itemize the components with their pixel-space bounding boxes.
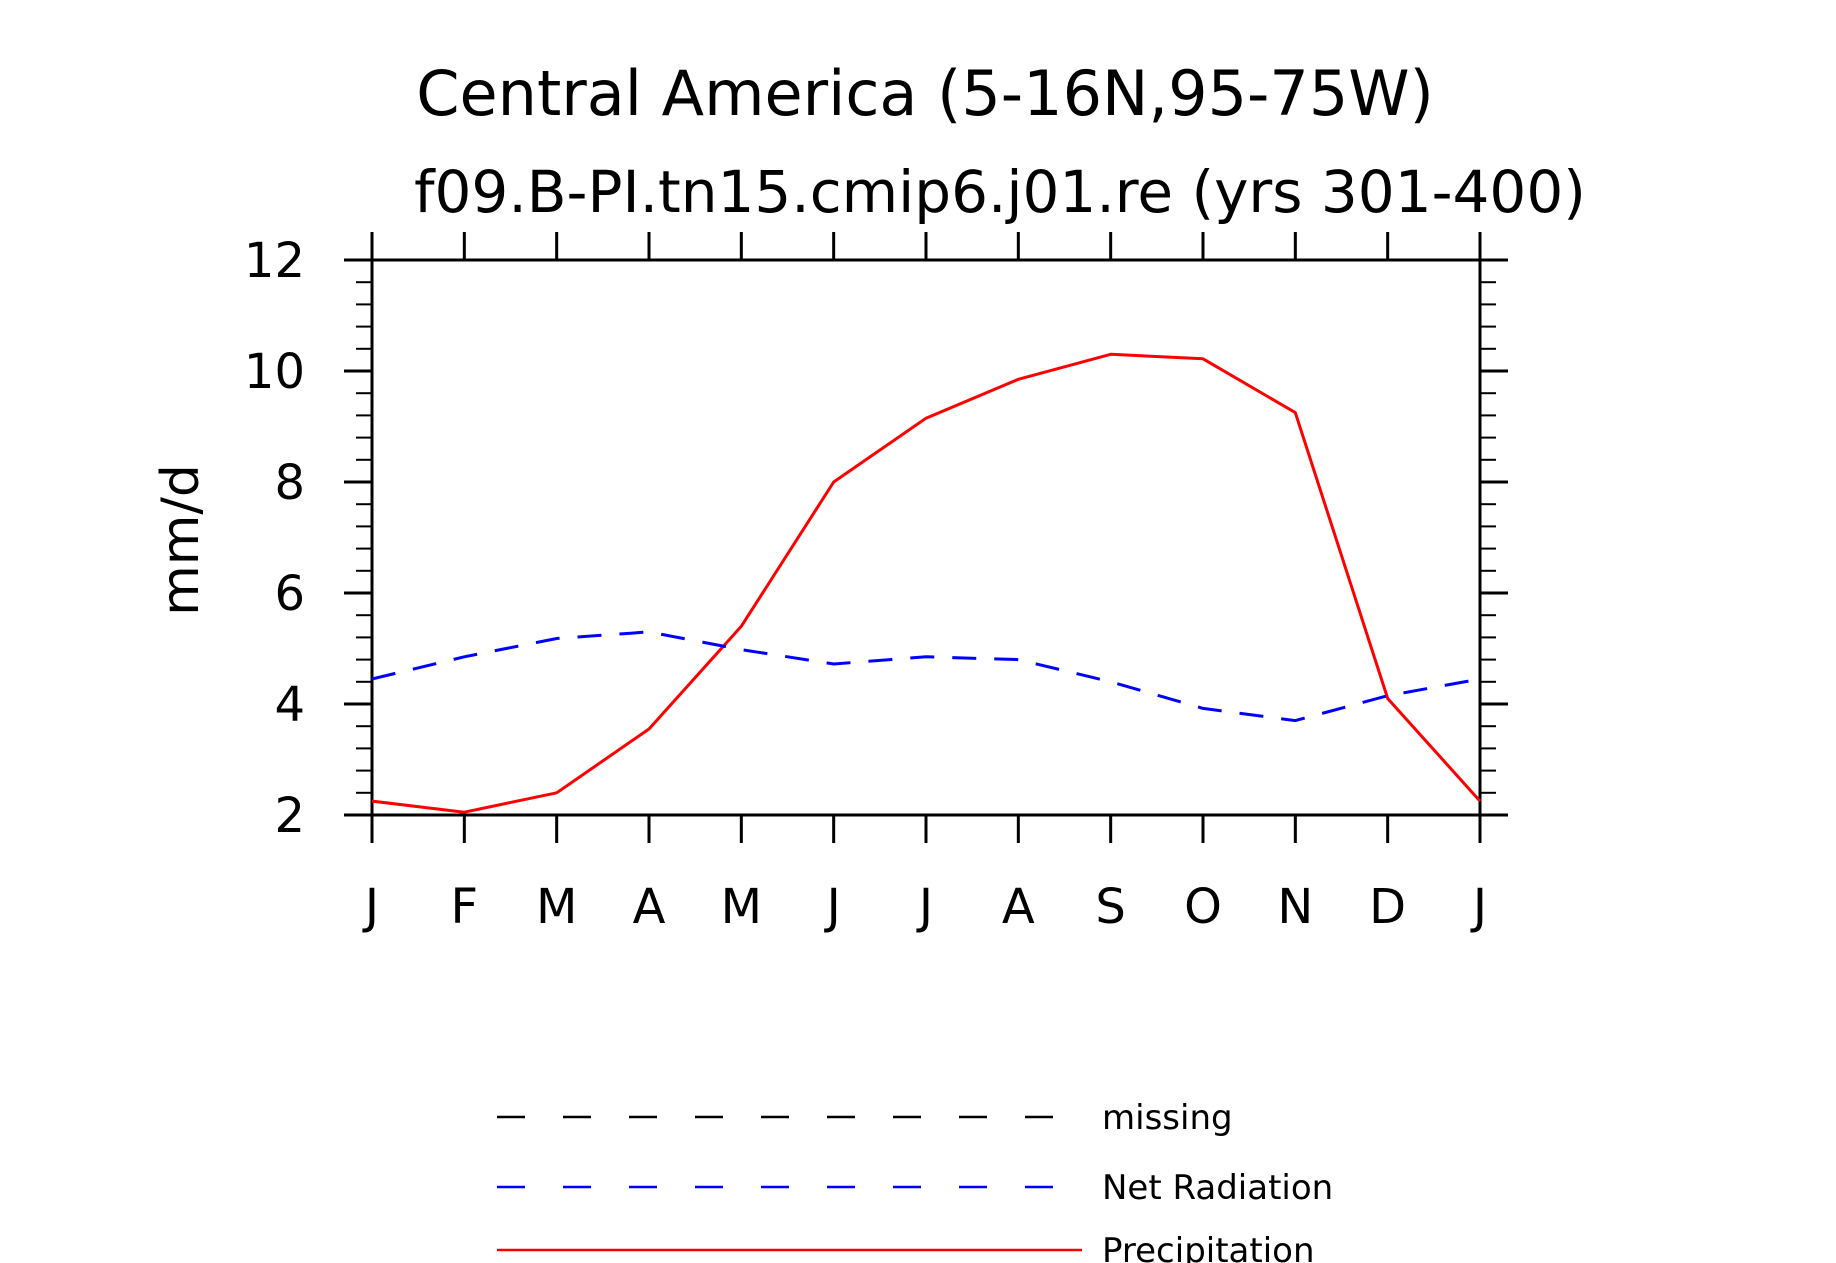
plot-border — [370, 258, 1482, 817]
series-group — [371, 352, 1482, 814]
x-tick-label: J — [362, 879, 379, 935]
x-tick-label: N — [1277, 879, 1313, 935]
y-tick-label: 8 — [274, 455, 305, 511]
legend-label: Net Radiation — [1102, 1168, 1333, 1208]
legend: missing Net Radiation Precipitation — [497, 1098, 1333, 1263]
x-tick-label: O — [1184, 879, 1222, 935]
series-line-net-radiation — [371, 630, 1481, 723]
chart-subtitle: f09.B-PI.tn15.cmip6.j01.re (yrs 301-400) — [414, 158, 1586, 226]
y-axis-label: mm/d — [151, 464, 211, 616]
plot-frame — [370, 258, 1482, 817]
x-tick-label: J — [1470, 879, 1487, 935]
y-tick-label: 10 — [244, 344, 305, 400]
x-tick-label: M — [536, 879, 577, 935]
x-tick-label: M — [721, 879, 762, 935]
x-tick-label: A — [1002, 879, 1035, 935]
x-tick-label: A — [633, 879, 666, 935]
y-tick-label: 4 — [274, 677, 305, 733]
x-tick-label: F — [451, 879, 479, 935]
legend-label: Precipitation — [1102, 1231, 1315, 1263]
chart-title: Central America (5-16N,95-75W) — [416, 57, 1434, 130]
y-tick-label: 6 — [274, 566, 305, 622]
x-tick-label: D — [1369, 879, 1406, 935]
legend-label: missing — [1102, 1098, 1233, 1138]
y-tick-label: 2 — [274, 788, 305, 844]
x-tick-label: J — [824, 879, 841, 935]
x-tick-label: S — [1095, 879, 1125, 935]
y-tick-label: 12 — [244, 233, 305, 289]
series-line-precipitation — [371, 352, 1482, 814]
y-axis: 2 4 6 8 10 12 — [244, 233, 1508, 844]
x-tick-label: J — [916, 879, 933, 935]
